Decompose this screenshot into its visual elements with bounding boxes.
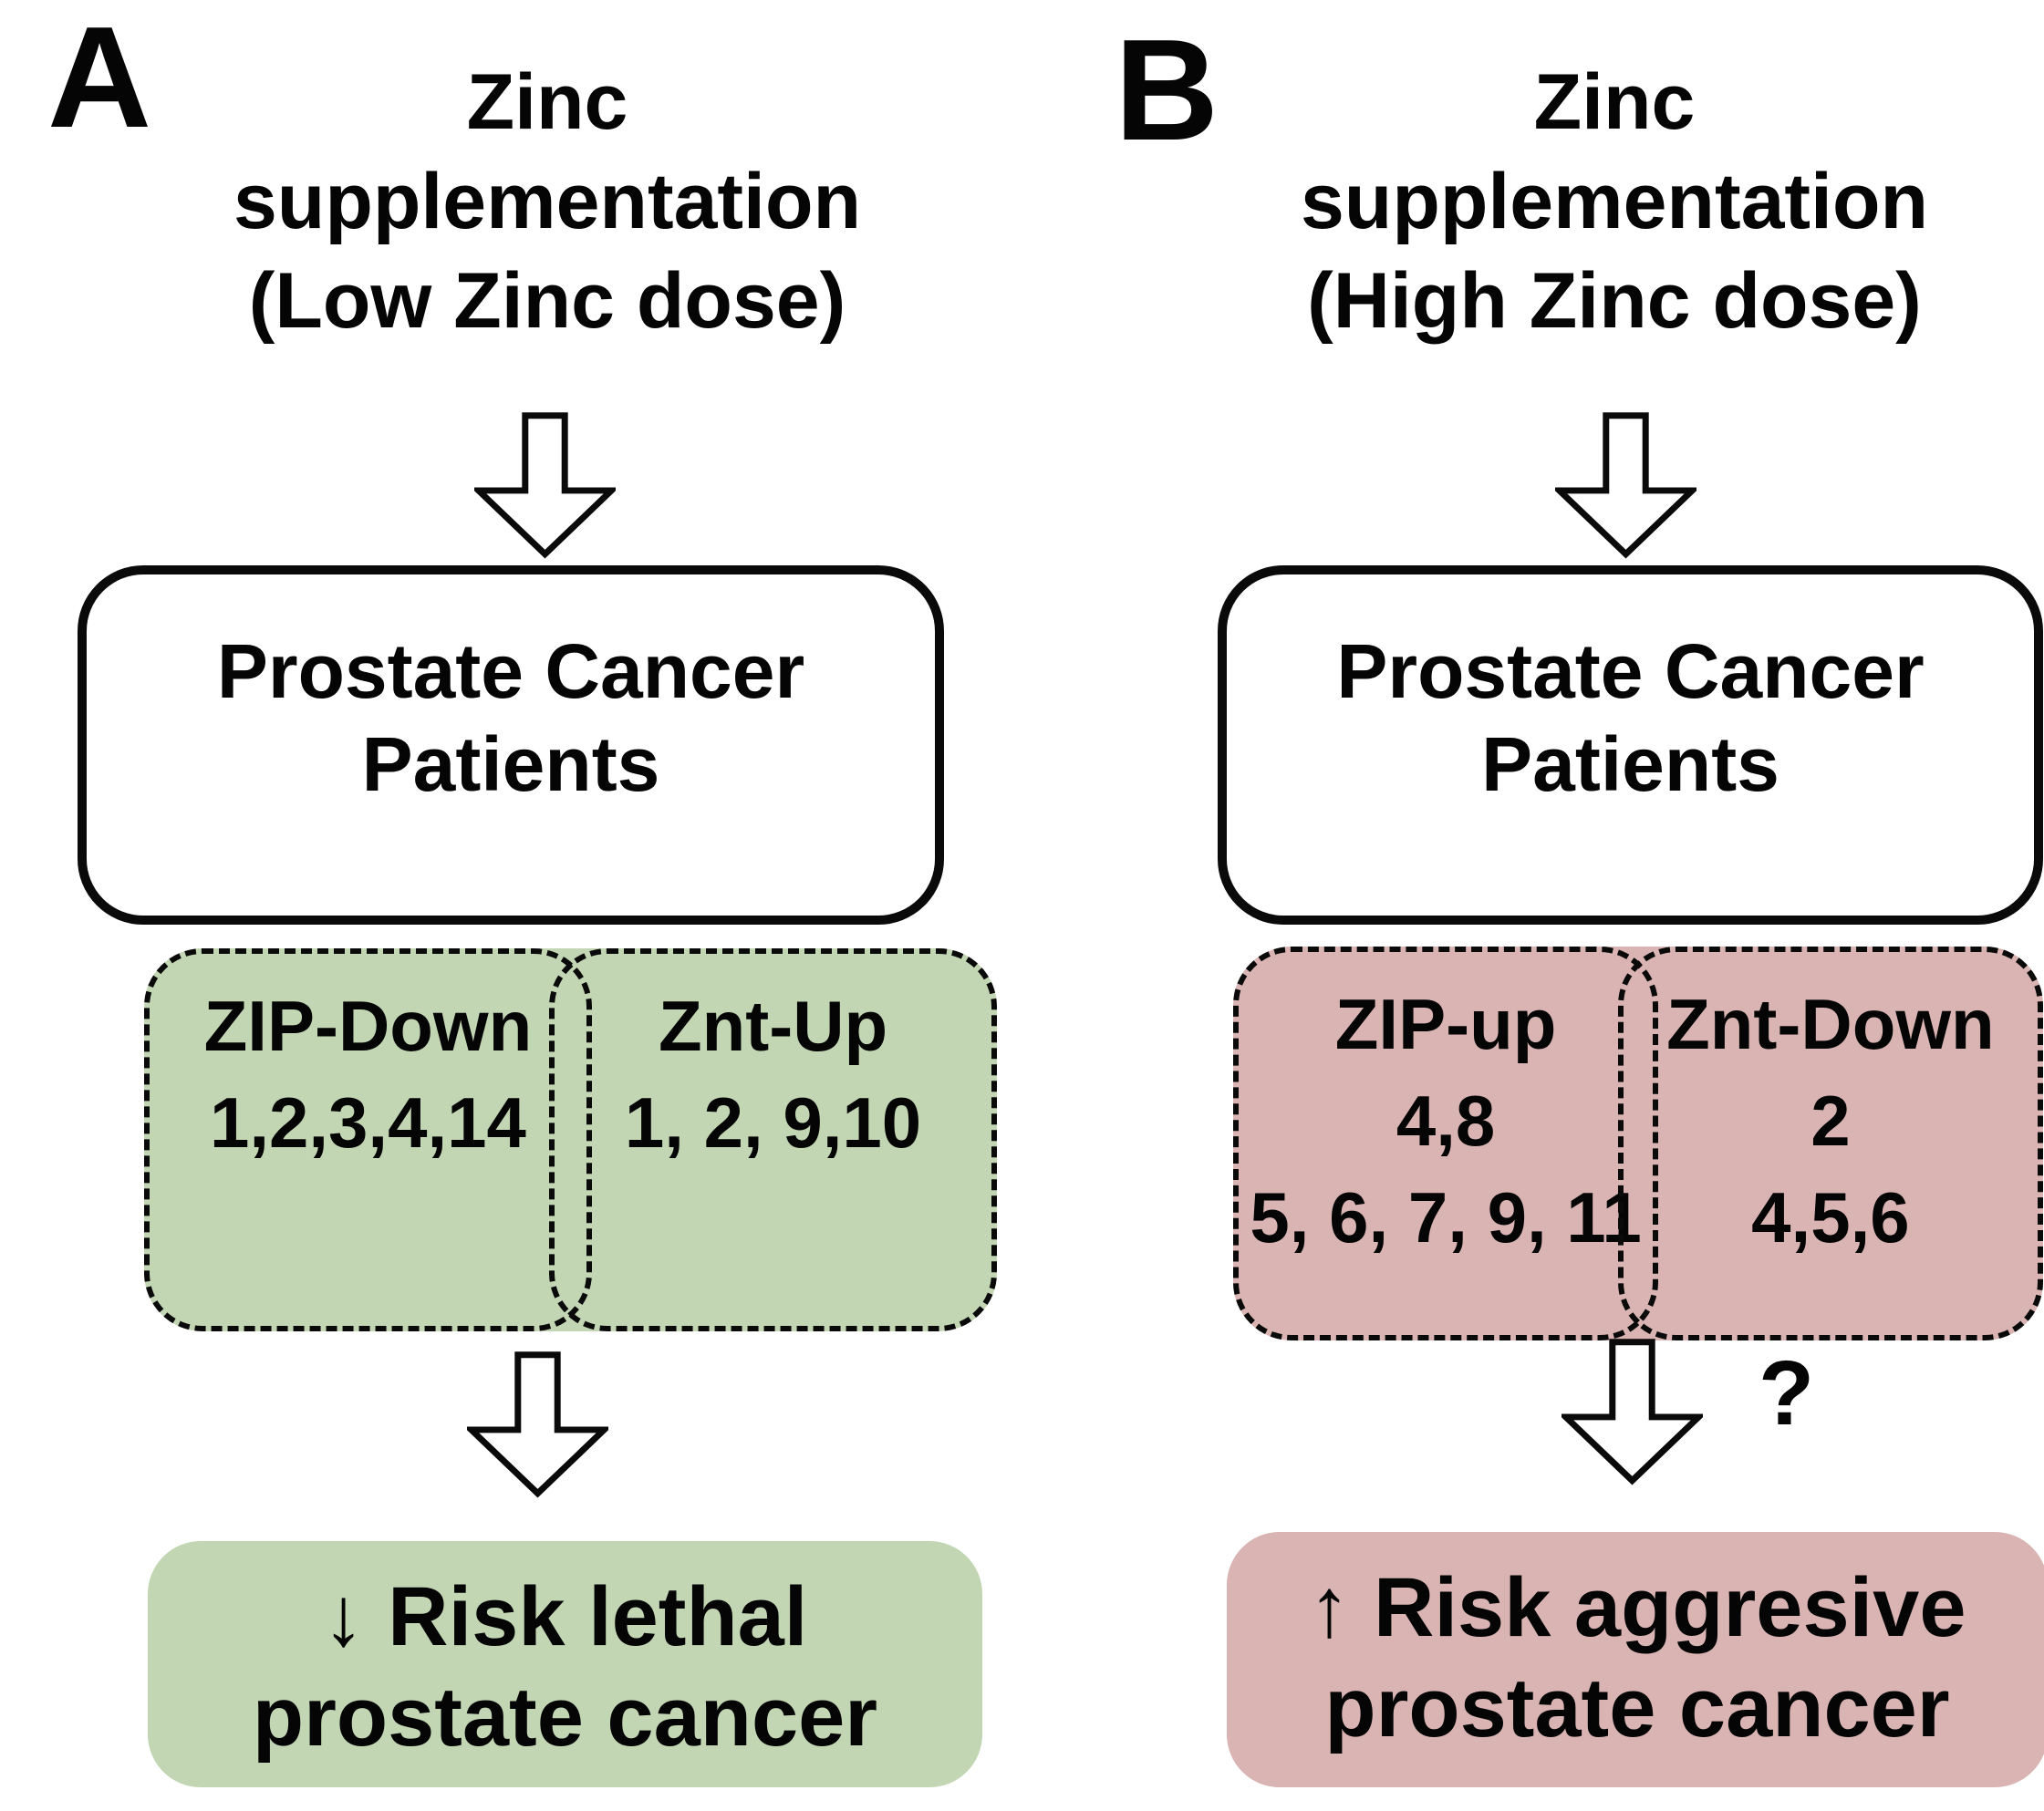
zip-numbers: 1,2,3,4,14 (209, 1082, 526, 1164)
outcome-box: ↑ Risk aggresive prostate cancer (1227, 1532, 2044, 1787)
title-line: (High Zinc dose) (1307, 257, 1922, 346)
zip-numbers: 5, 6, 7, 9, 11 (1250, 1177, 1642, 1258)
question-mark: ? (1759, 1342, 1815, 1444)
title-line: supplementation (1300, 158, 1929, 246)
down-arrow-icon (474, 412, 616, 559)
title-line: Zinc (1533, 58, 1696, 146)
patients-line: Prostate Cancer (216, 628, 805, 714)
title-line: supplementation (233, 158, 862, 246)
znt-numbers: 4,5,6 (1751, 1177, 1910, 1258)
znt-title: Znt-Up (658, 986, 888, 1066)
zip-box: ZIP-Down 1,2,3,4,14 (144, 948, 592, 1331)
znt-numbers: 2 (1811, 1081, 1851, 1162)
zip-title: ZIP-up (1334, 984, 1557, 1064)
down-arrow-icon (1555, 412, 1696, 559)
patients-box: Prostate Cancer Patients (78, 565, 944, 925)
patients-line: Patients (1481, 721, 1779, 808)
transporter-group: ZIP-Down 1,2,3,4,14 Znt-Up 1, 2, 9,10 (144, 948, 997, 1331)
panel-a-label: A (47, 0, 154, 158)
patients-box: Prostate Cancer Patients (1218, 565, 2043, 925)
outcome-line: ↓ Risk lethal (322, 1570, 808, 1663)
transporter-group: ZIP-up 4,8 5, 6, 7, 9, 11 Znt-Down 2 4,5… (1233, 947, 2043, 1340)
title-line: (Low Zinc dose) (248, 257, 846, 346)
panel-b-label: B (1115, 10, 1221, 171)
znt-box: Znt-Down 2 4,5,6 (1617, 947, 2043, 1340)
znt-box: Znt-Up 1, 2, 9,10 (549, 948, 997, 1331)
znt-numbers: 1, 2, 9,10 (624, 1082, 922, 1164)
outcome-line: prostate cancer (252, 1671, 878, 1764)
panel-a-title: Zinc supplementation (Low Zinc dose) (146, 53, 949, 352)
zip-title: ZIP-Down (203, 986, 533, 1066)
zip-numbers: 4,8 (1396, 1081, 1496, 1162)
panel-b-title: Zinc supplementation (High Zinc dose) (1213, 53, 2016, 352)
znt-title: Znt-Down (1666, 984, 1995, 1064)
outcome-box: ↓ Risk lethal prostate cancer (148, 1541, 982, 1787)
outcome-line: prostate cancer (1324, 1661, 1950, 1755)
title-line: Zinc (466, 58, 628, 146)
down-arrow-icon (1562, 1339, 1703, 1485)
patients-line: Patients (361, 721, 660, 808)
zip-box: ZIP-up 4,8 5, 6, 7, 9, 11 (1233, 947, 1659, 1340)
outcome-line: ↑ Risk aggresive (1308, 1561, 1966, 1654)
down-arrow-icon (467, 1351, 608, 1498)
patients-line: Prostate Cancer (1336, 628, 1925, 714)
